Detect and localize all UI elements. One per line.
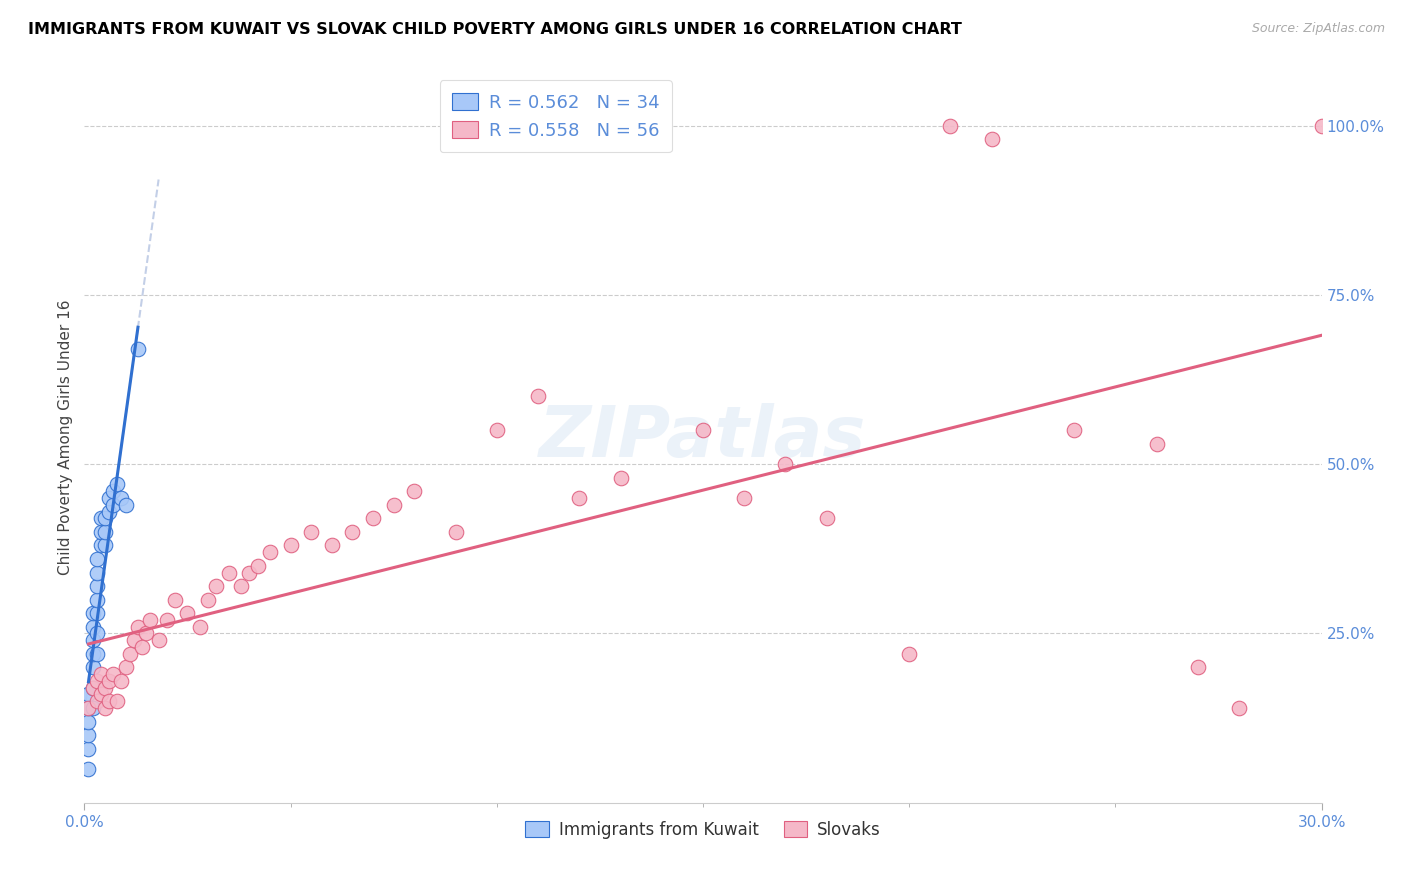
Point — [86, 694, 108, 708]
Point — [127, 620, 149, 634]
Point — [86, 647, 108, 661]
Point — [94, 524, 117, 539]
Point — [86, 552, 108, 566]
Point — [98, 694, 121, 708]
Point — [110, 491, 132, 505]
Point — [197, 592, 219, 607]
Point — [238, 566, 260, 580]
Point — [110, 673, 132, 688]
Point — [94, 701, 117, 715]
Point — [1063, 423, 1085, 437]
Point — [1227, 701, 1250, 715]
Point — [94, 538, 117, 552]
Point — [246, 558, 269, 573]
Point — [82, 701, 104, 715]
Point — [131, 640, 153, 654]
Point — [382, 498, 405, 512]
Point — [165, 592, 187, 607]
Point — [259, 545, 281, 559]
Point — [118, 647, 141, 661]
Point — [77, 701, 100, 715]
Text: Source: ZipAtlas.com: Source: ZipAtlas.com — [1251, 22, 1385, 36]
Point — [229, 579, 252, 593]
Point — [105, 477, 128, 491]
Point — [77, 714, 100, 729]
Point — [86, 626, 108, 640]
Text: ZIPatlas: ZIPatlas — [540, 402, 866, 472]
Point — [148, 633, 170, 648]
Point — [444, 524, 467, 539]
Point — [733, 491, 755, 505]
Point — [86, 566, 108, 580]
Point — [82, 633, 104, 648]
Point — [98, 673, 121, 688]
Point — [114, 498, 136, 512]
Point — [188, 620, 211, 634]
Point — [86, 673, 108, 688]
Point — [361, 511, 384, 525]
Point — [775, 457, 797, 471]
Point — [103, 484, 125, 499]
Point — [82, 606, 104, 620]
Point — [939, 119, 962, 133]
Legend: Immigrants from Kuwait, Slovaks: Immigrants from Kuwait, Slovaks — [519, 814, 887, 846]
Point — [103, 667, 125, 681]
Point — [77, 762, 100, 776]
Point — [98, 505, 121, 519]
Point — [980, 132, 1002, 146]
Point — [692, 423, 714, 437]
Point — [98, 491, 121, 505]
Point — [105, 694, 128, 708]
Point — [94, 511, 117, 525]
Point — [280, 538, 302, 552]
Point — [82, 660, 104, 674]
Point — [527, 389, 550, 403]
Point — [176, 606, 198, 620]
Point — [1187, 660, 1209, 674]
Point — [77, 701, 100, 715]
Point — [1146, 437, 1168, 451]
Point — [90, 524, 112, 539]
Point — [815, 511, 838, 525]
Point — [82, 681, 104, 695]
Point — [94, 681, 117, 695]
Point — [103, 498, 125, 512]
Point — [609, 471, 631, 485]
Point — [90, 538, 112, 552]
Point — [122, 633, 145, 648]
Point — [90, 511, 112, 525]
Point — [898, 647, 921, 661]
Point — [90, 667, 112, 681]
Point — [299, 524, 322, 539]
Point — [77, 741, 100, 756]
Point — [114, 660, 136, 674]
Text: IMMIGRANTS FROM KUWAIT VS SLOVAK CHILD POVERTY AMONG GIRLS UNDER 16 CORRELATION : IMMIGRANTS FROM KUWAIT VS SLOVAK CHILD P… — [28, 22, 962, 37]
Point — [82, 681, 104, 695]
Point — [90, 688, 112, 702]
Point — [156, 613, 179, 627]
Point — [86, 592, 108, 607]
Point — [404, 484, 426, 499]
Point — [321, 538, 343, 552]
Point — [485, 423, 508, 437]
Point — [86, 606, 108, 620]
Point — [82, 647, 104, 661]
Point — [135, 626, 157, 640]
Point — [86, 579, 108, 593]
Point — [82, 620, 104, 634]
Point — [77, 688, 100, 702]
Point — [1310, 119, 1333, 133]
Point — [342, 524, 364, 539]
Y-axis label: Child Poverty Among Girls Under 16: Child Poverty Among Girls Under 16 — [58, 300, 73, 574]
Point — [205, 579, 228, 593]
Point — [77, 728, 100, 742]
Point — [568, 491, 591, 505]
Point — [139, 613, 162, 627]
Point — [127, 342, 149, 356]
Point — [218, 566, 240, 580]
